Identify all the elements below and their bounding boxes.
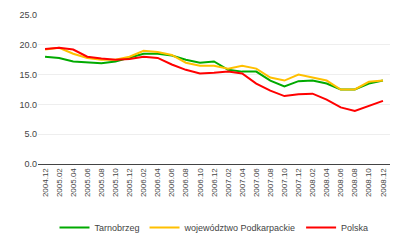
svg-text:2006.08: 2006.08 (181, 168, 190, 197)
svg-text:2006.10: 2006.10 (196, 168, 205, 197)
svg-text:2007.08: 2007.08 (266, 168, 275, 197)
svg-text:2005.12: 2005.12 (125, 168, 134, 197)
svg-text:2004.12: 2004.12 (41, 168, 50, 197)
svg-text:2007.12: 2007.12 (294, 168, 303, 197)
svg-text:2007.06: 2007.06 (252, 168, 261, 197)
svg-text:2008.06: 2008.06 (336, 168, 345, 197)
svg-text:2006.04: 2006.04 (153, 168, 162, 197)
svg-text:Tarnobrzeg: Tarnobrzeg (95, 223, 140, 233)
svg-text:2006.06: 2006.06 (167, 168, 176, 197)
svg-text:2008.04: 2008.04 (322, 168, 331, 197)
svg-text:2007.10: 2007.10 (280, 168, 289, 197)
svg-text:Polska: Polska (341, 223, 368, 233)
svg-text:województwo Podkarpackie: województwo Podkarpackie (184, 223, 296, 233)
svg-text:2008.12: 2008.12 (379, 168, 388, 197)
svg-text:2008.02: 2008.02 (308, 168, 317, 197)
svg-text:2008.08: 2008.08 (350, 168, 359, 197)
svg-text:2006.12: 2006.12 (210, 168, 219, 197)
svg-text:2005.06: 2005.06 (83, 168, 92, 197)
svg-text:15.0: 15.0 (19, 70, 37, 80)
svg-text:10.0: 10.0 (19, 100, 37, 110)
svg-text:2007.02: 2007.02 (224, 168, 233, 197)
svg-text:0.0: 0.0 (24, 159, 37, 169)
svg-text:5.0: 5.0 (24, 129, 37, 139)
svg-text:2005.10: 2005.10 (111, 168, 120, 197)
svg-text:2008.10: 2008.10 (364, 168, 373, 197)
svg-text:25.0: 25.0 (19, 10, 37, 20)
svg-text:2005.02: 2005.02 (55, 168, 64, 197)
svg-text:20.0: 20.0 (19, 40, 37, 50)
svg-text:2006.02: 2006.02 (139, 168, 148, 197)
svg-text:2005.04: 2005.04 (69, 168, 78, 197)
svg-text:2005.08: 2005.08 (97, 168, 106, 197)
svg-text:2007.04: 2007.04 (238, 168, 247, 197)
